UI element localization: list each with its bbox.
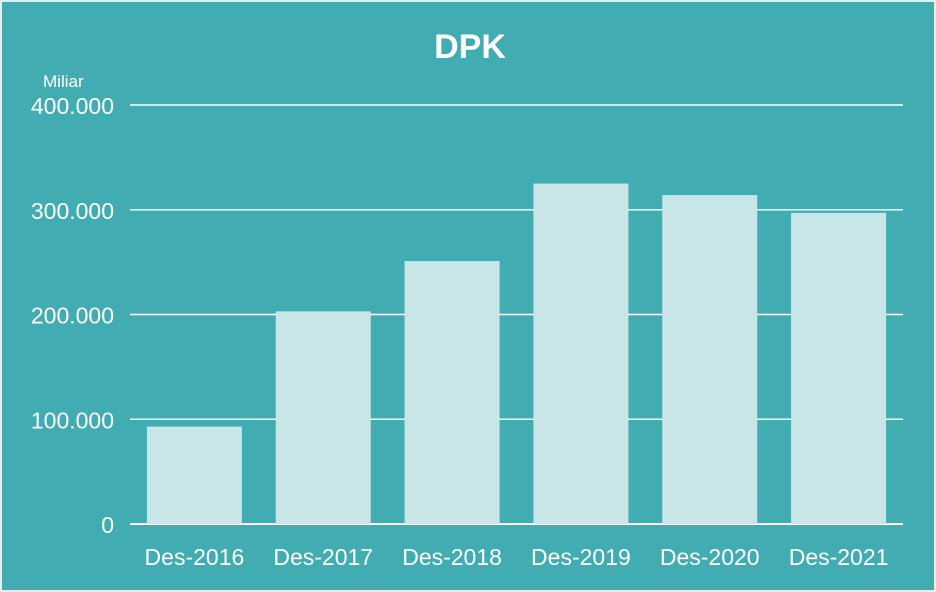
y-tick-label: 200.000 bbox=[31, 303, 114, 329]
bars bbox=[146, 183, 887, 524]
x-tick-label: Des-2018 bbox=[402, 544, 502, 570]
bar-des-2019 bbox=[533, 183, 629, 524]
x-tick-labels: Des-2016 Des-2017 Des-2018 Des-2019 Des-2020… bbox=[145, 544, 889, 570]
y-tick-label: 0 bbox=[101, 512, 114, 538]
y-axis-unit-label: Miliar bbox=[43, 72, 84, 91]
y-tick-labels: 0 100.000 200.000 300.000 400.000 bbox=[31, 93, 114, 538]
x-tick-label: Des-2020 bbox=[660, 544, 760, 570]
bar-des-2017 bbox=[275, 311, 371, 524]
bar-des-2016 bbox=[146, 426, 242, 524]
bar-des-2021 bbox=[791, 212, 887, 524]
x-tick-label: Des-2016 bbox=[145, 544, 245, 570]
x-tick-label: Des-2017 bbox=[273, 544, 373, 570]
x-tick-label: Des-2019 bbox=[531, 544, 631, 570]
x-tick-label: Des-2021 bbox=[789, 544, 889, 570]
bar-des-2020 bbox=[662, 195, 758, 524]
y-tick-label: 300.000 bbox=[31, 198, 114, 224]
y-tick-label: 400.000 bbox=[31, 93, 114, 119]
y-tick-label: 100.000 bbox=[31, 407, 114, 433]
gridlines bbox=[130, 104, 903, 525]
chart-title: DPK bbox=[434, 28, 506, 66]
bar-des-2018 bbox=[404, 261, 500, 524]
